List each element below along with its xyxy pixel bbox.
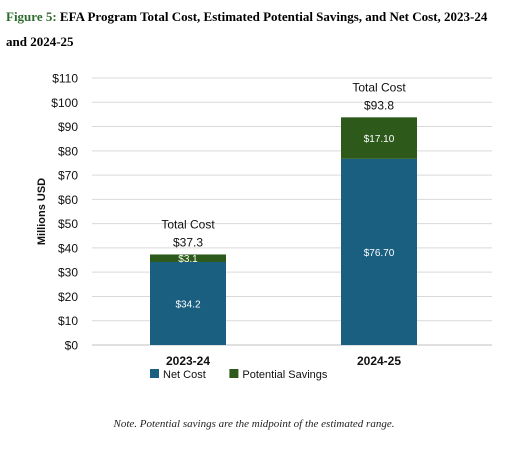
y-axis-label: Millions USD: [36, 178, 48, 245]
figure-label: Figure 5:: [6, 9, 57, 24]
stacked-bar-chart: $0 $10 $20 $30 $40 $50 $60 $70 $80 $90 $100 $110 Mil…: [36, 72, 492, 381]
x-tick-label: 2023-24: [166, 354, 210, 368]
y-tick-label: $40: [58, 241, 78, 255]
y-tick-label: $100: [51, 96, 78, 110]
figure-title-text: EFA Program Total Cost, Estimated Potent…: [6, 9, 488, 49]
bar-potential-savings: [150, 254, 226, 262]
legend-swatch: [150, 369, 159, 378]
y-tick-label: $0: [65, 339, 79, 353]
y-tick-label: $60: [58, 193, 78, 207]
y-tick-label: $70: [58, 169, 78, 183]
bar-net-cost: [341, 158, 417, 345]
total-cost-title: Total Cost: [352, 80, 406, 94]
data-label: $3.1: [178, 254, 198, 265]
y-tick-label: $90: [58, 120, 78, 134]
chart-note: Note. Potential savings are the midpoint…: [113, 418, 395, 430]
y-tick-label: $10: [58, 314, 78, 328]
data-label: $76.70: [364, 248, 395, 259]
y-tick-label: $110: [52, 72, 78, 86]
bar-potential-savings: [341, 117, 417, 159]
y-tick-label: $80: [58, 144, 78, 158]
data-label: $34.2: [175, 299, 200, 310]
legend-label: Potential Savings: [242, 369, 327, 381]
x-tick-label: 2024-25: [357, 354, 401, 368]
total-cost-value: $37.3: [173, 235, 203, 249]
total-cost-value: $93.8: [364, 98, 394, 112]
total-cost-title: Total Cost: [161, 217, 215, 231]
y-tick-label: $30: [58, 266, 78, 280]
legend-label: Net Cost: [163, 369, 206, 381]
legend-swatch: [229, 369, 239, 378]
y-tick-label: $50: [58, 217, 78, 231]
y-tick-label: $20: [58, 290, 78, 304]
figure-title: Figure 5: EFA Program Total Cost, Estima…: [6, 4, 502, 54]
bar-net-cost: [150, 261, 226, 345]
data-label: $17.10: [364, 134, 395, 145]
